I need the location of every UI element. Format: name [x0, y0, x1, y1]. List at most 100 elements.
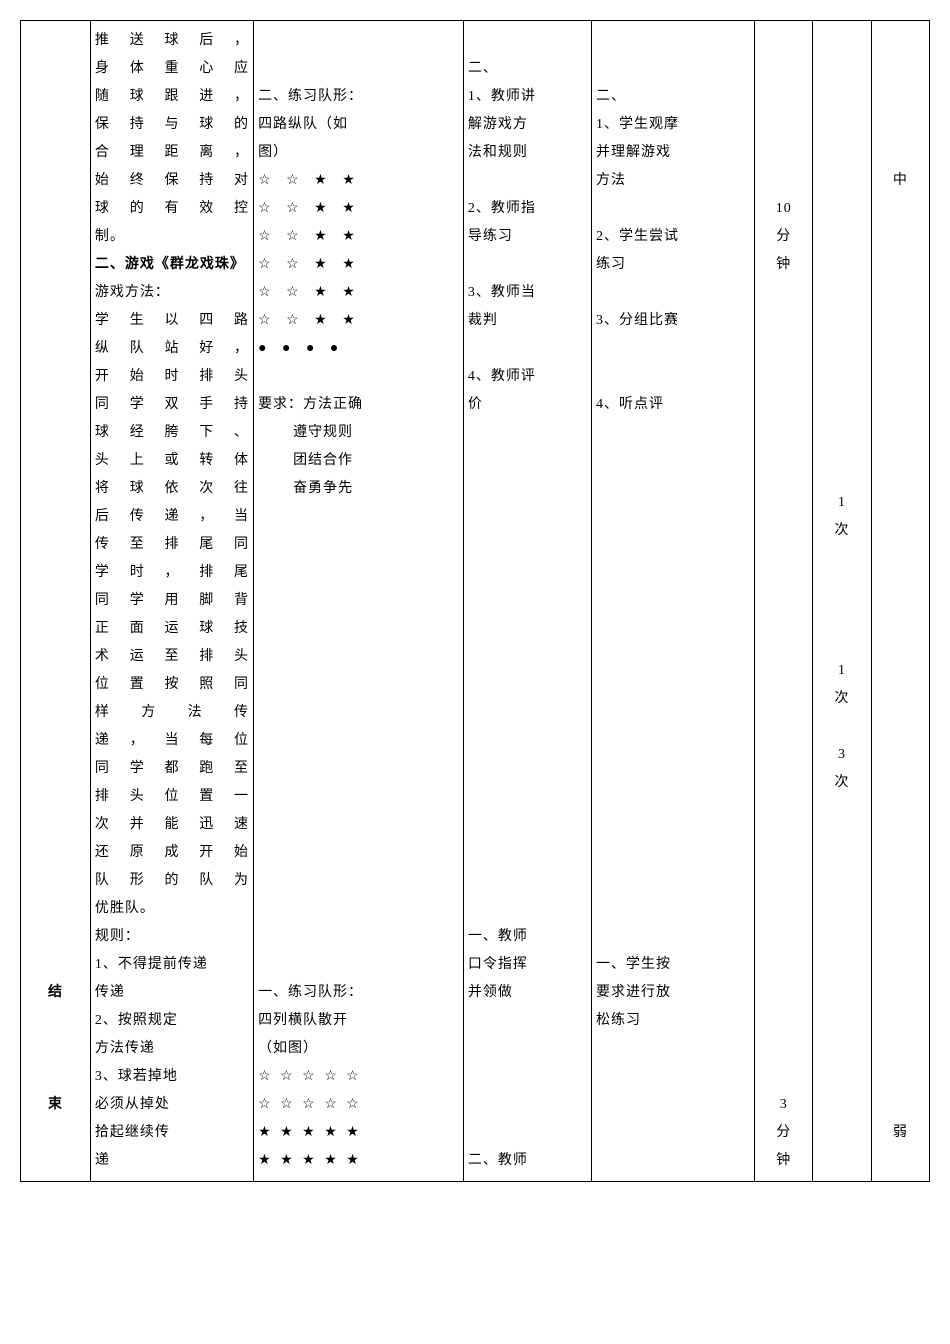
- blank-line: [258, 531, 459, 559]
- blank-line: [876, 839, 925, 867]
- student-item: 3、分组比赛: [596, 307, 750, 335]
- rule-item: 1、不得提前传递: [95, 951, 249, 979]
- blank-line: [596, 195, 750, 223]
- content-text: 保持与球的: [95, 111, 249, 139]
- blank-line: [596, 363, 750, 391]
- blank-line: [759, 531, 808, 559]
- blank-line: [468, 1007, 587, 1035]
- content-text: 开始时排头: [95, 363, 249, 391]
- blank-line: [759, 839, 808, 867]
- student-item: 并理解游戏: [596, 139, 750, 167]
- blank-line: [876, 1035, 925, 1063]
- blank-line: [876, 363, 925, 391]
- blank-line: [596, 811, 750, 839]
- formation-line: ☆ ☆ ★ ★: [258, 223, 459, 251]
- blank-line: [596, 531, 750, 559]
- blank-line: [759, 615, 808, 643]
- rule-item: 递: [95, 1147, 249, 1175]
- content-text: 同学都跑至: [95, 755, 249, 783]
- requirement-line: 要求：方法正确: [258, 391, 459, 419]
- blank-line: [258, 951, 459, 979]
- cell-formation: 二、练习队形： 四路纵队（如 图） ☆ ☆ ★ ★ ☆ ☆ ★ ★ ☆ ☆ ★ …: [254, 21, 464, 1182]
- blank-line: [468, 755, 587, 783]
- blank-line: [759, 279, 808, 307]
- teacher-item-2: 口令指挥: [468, 951, 587, 979]
- blank-line: [596, 727, 750, 755]
- student-item-2: 要求进行放: [596, 979, 750, 1007]
- content-text: 优胜队。: [95, 895, 249, 923]
- blank-line: [876, 83, 925, 111]
- blank-line: [468, 1063, 587, 1091]
- blank-line: [759, 1035, 808, 1063]
- formation-line: ☆ ☆ ☆ ☆ ☆: [258, 1091, 459, 1119]
- blank-line: [876, 279, 925, 307]
- student-item-2: 松练习: [596, 1007, 750, 1035]
- blank-line: [759, 83, 808, 111]
- blank-line: [759, 27, 808, 55]
- blank-line: [759, 727, 808, 755]
- blank-line: [876, 531, 925, 559]
- formation-line: ☆ ☆ ☆ ☆ ☆: [258, 1063, 459, 1091]
- blank-line: [817, 573, 866, 601]
- teacher-item: 价: [468, 391, 587, 419]
- blank-line: [759, 335, 808, 363]
- method-label: 游戏方法：: [95, 279, 249, 307]
- content-text: 始终保持对: [95, 167, 249, 195]
- content-text: 后传递，当: [95, 503, 249, 531]
- student-item-2: 一、学生按: [596, 951, 750, 979]
- duration-value: 10: [759, 195, 808, 223]
- blank-line: [876, 643, 925, 671]
- content-text: 推送球后，: [95, 27, 249, 55]
- blank-line: [258, 867, 459, 895]
- content-text: 队形的队为: [95, 867, 249, 895]
- blank-line: [759, 923, 808, 951]
- cell-student-activity: 二、 1、学生观摩 并理解游戏 方法 2、学生尝试 练习 3、分组比赛 4、听点…: [592, 21, 755, 1182]
- blank-line: [759, 503, 808, 531]
- blank-line: [258, 27, 459, 55]
- blank-line: [759, 783, 808, 811]
- blank-line: [876, 251, 925, 279]
- blank-line: [468, 1035, 587, 1063]
- blank-line: [258, 615, 459, 643]
- blank-line: [759, 447, 808, 475]
- cell-intensity: 中: [871, 21, 929, 1182]
- rule-item: 必须从掉处: [95, 1091, 249, 1119]
- content-text: 递，当每位: [95, 727, 249, 755]
- count-value: 次: [817, 517, 866, 545]
- blank-line: [759, 55, 808, 83]
- blank-line: [468, 671, 587, 699]
- blank-line: [596, 755, 750, 783]
- blank-line: [759, 419, 808, 447]
- blank-line: [468, 475, 587, 503]
- student-item: 练习: [596, 251, 750, 279]
- content-text: 传至排尾同: [95, 531, 249, 559]
- blank-line: [759, 167, 808, 195]
- content-text: 同学用脚背: [95, 587, 249, 615]
- cell-count: 1 次 1 次 3 次: [813, 21, 871, 1182]
- phase-label-shu: 束: [25, 1091, 86, 1119]
- formation-header: 四路纵队（如: [258, 111, 459, 139]
- blank-line: [596, 895, 750, 923]
- blank-line: [596, 559, 750, 587]
- blank-line: [876, 671, 925, 699]
- game-title: 二、游戏《群龙戏珠》: [95, 251, 249, 279]
- cell-duration: 10 分 钟: [755, 21, 813, 1182]
- formation-line: ☆ ☆ ★ ★: [258, 279, 459, 307]
- blank-line: [759, 111, 808, 139]
- formation-line: ☆ ☆ ★ ★: [258, 307, 459, 335]
- teacher-item: 1、教师讲: [468, 83, 587, 111]
- blank-line: [468, 699, 587, 727]
- blank-line: [468, 895, 587, 923]
- formation-line: ☆ ☆ ★ ★: [258, 167, 459, 195]
- blank-line: [759, 643, 808, 671]
- blank-line: [468, 251, 587, 279]
- student-item: 方法: [596, 167, 750, 195]
- blank-line: [468, 531, 587, 559]
- content-text: 位置按照同: [95, 671, 249, 699]
- count-value: 次: [817, 769, 866, 797]
- blank-line: [258, 587, 459, 615]
- blank-line: [876, 111, 925, 139]
- teacher-item: 法和规则: [468, 139, 587, 167]
- blank-line: [596, 27, 750, 55]
- formation-header-2: 四列横队散开: [258, 1007, 459, 1035]
